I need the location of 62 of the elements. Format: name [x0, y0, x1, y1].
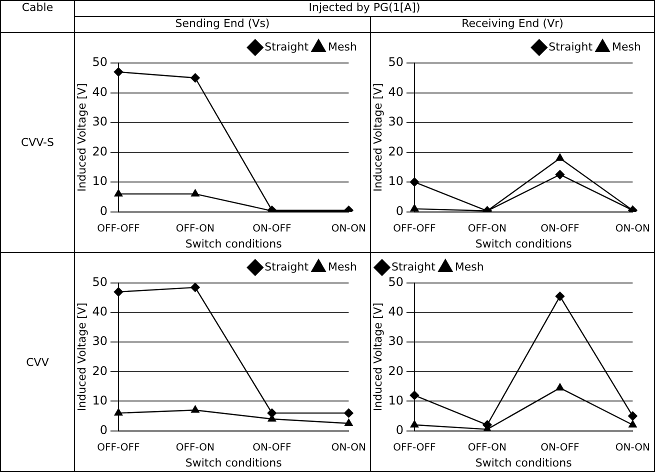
y-tick-label: 10 [92, 393, 108, 408]
y-tick-label: 40 [388, 84, 404, 99]
legend-label: Mesh [612, 40, 642, 54]
x-tick-label: OFF-ON [468, 223, 507, 234]
text: Sending End (Vs) [175, 17, 270, 30]
legend-label: Mesh [454, 260, 484, 274]
x-tick-label: ON-ON [615, 442, 650, 454]
y-tick-label: 50 [388, 275, 404, 290]
x-axis-title: Switch conditions [185, 237, 282, 250]
x-tick-label: OFF-OFF [393, 223, 436, 234]
x-tick-label: ON-ON [615, 223, 650, 234]
x-axis-title: Switch conditions [185, 456, 282, 470]
y-tick-label: 20 [388, 144, 404, 158]
x-tick-label: OFF-OFF [97, 223, 140, 234]
y-tick-label: 0 [100, 422, 108, 437]
y-tick-label: 0 [100, 204, 108, 218]
text: Injected by PG(1[A]) [308, 1, 420, 14]
text: Cable [22, 1, 54, 14]
legend-label: Mesh [328, 40, 358, 54]
text: CVV [26, 356, 49, 368]
y-tick-label: 0 [396, 204, 404, 218]
legend-label: Straight [264, 260, 310, 274]
x-tick-label: ON-OFF [540, 223, 580, 234]
x-tick-label: OFF-OFF [393, 442, 436, 454]
y-tick-label: 40 [92, 304, 108, 319]
y-tick-label: 10 [388, 174, 404, 188]
y-tick-label: 50 [92, 275, 108, 290]
y-tick-label: 30 [388, 334, 404, 348]
y-tick-label: 50 [388, 55, 404, 70]
x-tick-label: OFF-ON [176, 223, 215, 234]
y-axis-title: Induced Voltage [V] [371, 83, 384, 192]
x-axis-title: Switch conditions [475, 237, 572, 250]
x-axis-title: Switch conditions [475, 456, 572, 470]
x-tick-label: ON-OFF [540, 442, 580, 454]
y-tick-label: 30 [92, 334, 108, 348]
y-tick-label: 10 [92, 174, 108, 188]
y-tick-label: 20 [92, 144, 108, 158]
y-tick-label: 0 [396, 422, 404, 437]
text: CVV-S [20, 136, 54, 149]
x-tick-label: ON-OFF [252, 442, 292, 454]
y-axis-title: Induced Voltage [V] [75, 83, 88, 192]
y-tick-label: 50 [92, 55, 108, 70]
legend-label: Mesh [328, 260, 358, 274]
y-tick-label: 40 [92, 84, 108, 99]
x-tick-label: ON-OFF [252, 223, 292, 234]
x-tick-label: OFF-OFF [97, 442, 140, 454]
x-tick-label: ON-ON [331, 442, 366, 454]
x-tick-label: OFF-ON [468, 442, 507, 454]
y-tick-label: 30 [388, 114, 404, 129]
legend-label: Straight [392, 260, 436, 274]
y-tick-label: 40 [388, 304, 404, 319]
x-tick-label: OFF-ON [176, 442, 215, 454]
x-tick-label: ON-ON [331, 223, 366, 234]
text: Receiving End (Vr) [462, 17, 564, 30]
y-tick-label: 20 [388, 364, 404, 378]
y-tick-label: 10 [388, 393, 404, 408]
legend-label: Straight [264, 40, 310, 54]
y-tick-label: 30 [92, 114, 108, 129]
y-axis-title: Induced Voltage [V] [75, 302, 88, 412]
legend-label: Straight [548, 40, 594, 54]
y-tick-label: 20 [92, 364, 108, 378]
y-axis-title: Induced Voltage [V] [371, 302, 384, 412]
